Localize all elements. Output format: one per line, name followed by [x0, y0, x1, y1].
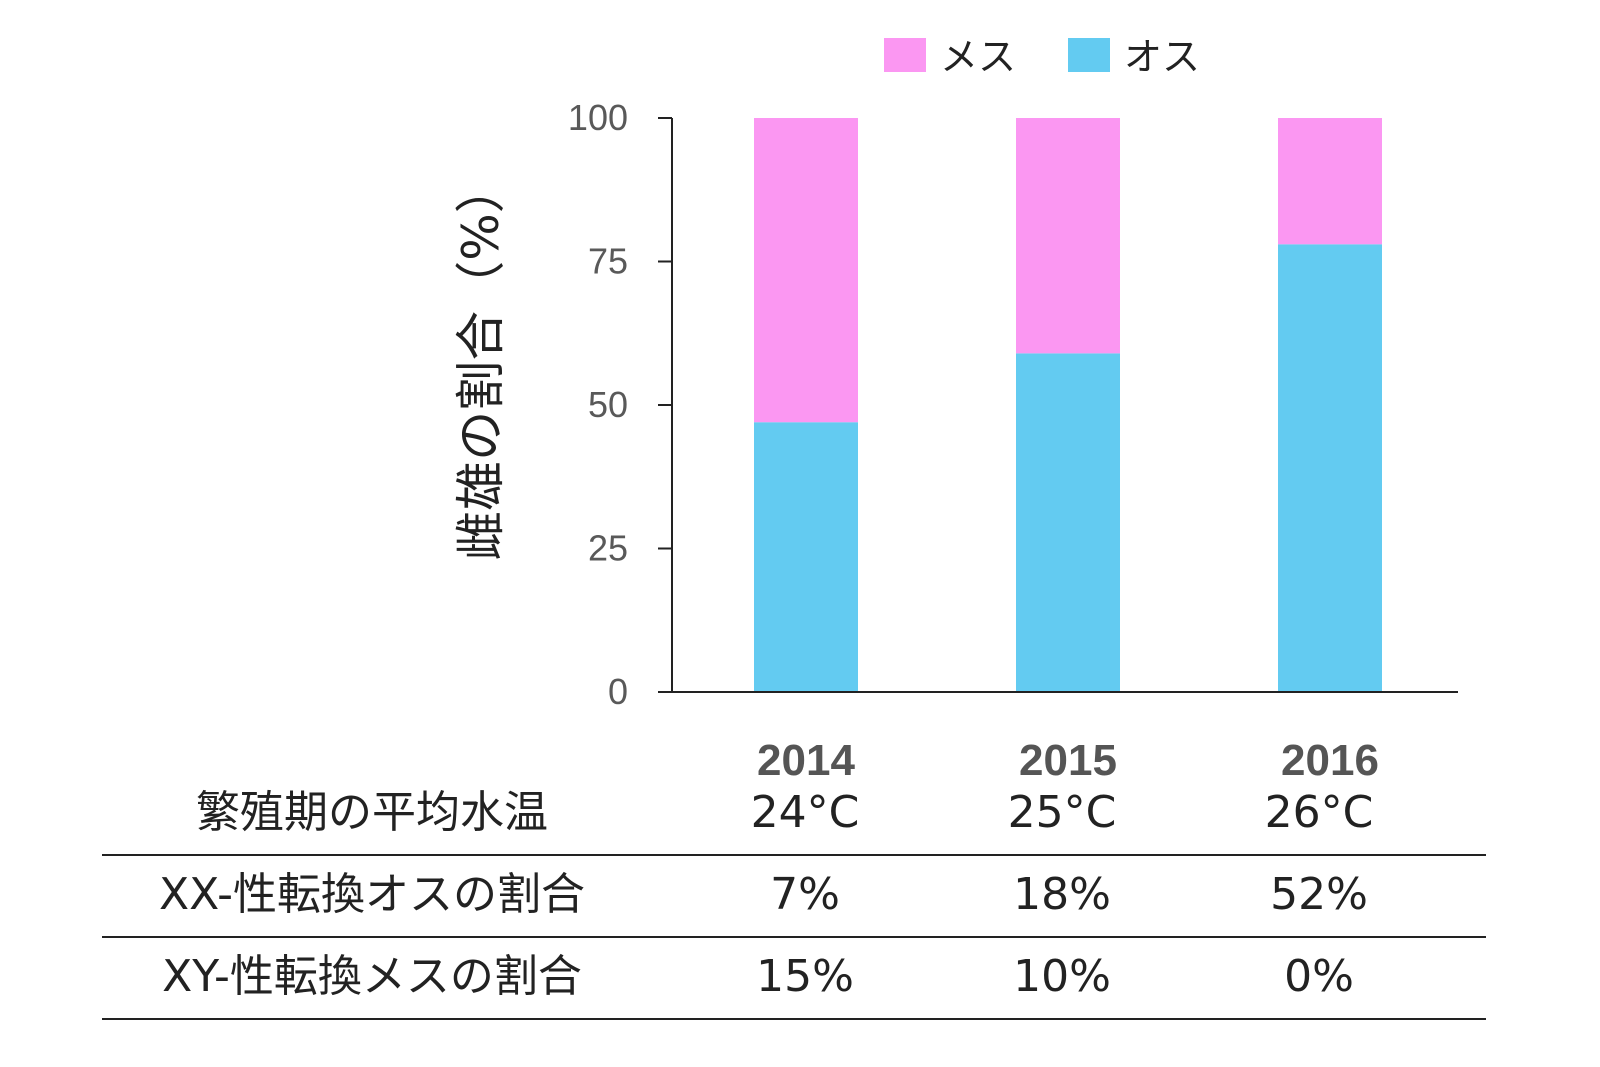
data-table: 繁殖期の平均水温 24°C 25°C 26°C XX-性転換オスの割合 7% 1…: [102, 772, 1486, 1020]
bar-segment-2016-1: [1278, 118, 1382, 245]
x-category-labels: 2014 2015 2016: [757, 736, 1379, 780]
y-tick-label: 75: [588, 241, 628, 282]
table-cell: 52%: [1270, 869, 1368, 920]
y-tick-label: 100: [568, 97, 628, 138]
table-cell: 15%: [756, 951, 854, 1002]
row-label: 繁殖期の平均水温: [196, 787, 548, 838]
legend-label: オス: [1124, 35, 1200, 79]
row-label: XY-性転換メスの割合: [162, 951, 582, 1002]
bar-segment-2014-0: [754, 422, 858, 692]
table-rule-top: [102, 854, 1486, 856]
table-cell: 7%: [770, 869, 840, 920]
y-ticks: 0 25 50 75 100: [568, 97, 672, 712]
table-cell: 18%: [1013, 869, 1111, 920]
bar-segment-2014-1: [754, 118, 858, 423]
legend-label: メス: [940, 35, 1016, 79]
table-cell: 10%: [1013, 951, 1111, 1002]
table-cell: 0%: [1284, 951, 1354, 1002]
bar-segment-2015-1: [1016, 118, 1120, 354]
x-category-label: 2014: [757, 736, 855, 780]
table-rule-bottom: [102, 1018, 1486, 1020]
legend: メス オス: [884, 35, 1200, 79]
table-cell: 25°C: [1007, 787, 1117, 838]
bar-segment-2016-0: [1278, 244, 1382, 692]
legend-swatch: [1068, 38, 1110, 72]
table-row-xx: XX-性転換オスの割合 7% 18% 52%: [102, 854, 1486, 936]
table-cell: 24°C: [750, 787, 860, 838]
table-cell: 26°C: [1264, 787, 1374, 838]
table-row-temperature: 繁殖期の平均水温 24°C 25°C 26°C: [102, 772, 1486, 854]
bars: [754, 118, 1382, 692]
legend-swatch: [884, 38, 926, 72]
x-category-label: 2016: [1281, 736, 1379, 780]
bar-segment-2015-0: [1016, 353, 1120, 692]
table-rule-middle: [102, 936, 1486, 938]
table-row-xy: XY-性転換メスの割合 15% 10% 0%: [102, 936, 1486, 1018]
row-label: XX-性転換オスの割合: [159, 869, 585, 920]
y-tick-label: 25: [588, 528, 628, 569]
x-category-label: 2015: [1019, 736, 1117, 780]
y-tick-label: 50: [588, 384, 628, 425]
y-tick-label: 0: [608, 671, 628, 712]
y-axis-label: 雌雄の割合（%）: [452, 163, 510, 561]
stacked-bar-chart: メス オス 雌雄の割合（%） 0 25 50 75 100 2014 2015 2016: [452, 35, 1458, 780]
